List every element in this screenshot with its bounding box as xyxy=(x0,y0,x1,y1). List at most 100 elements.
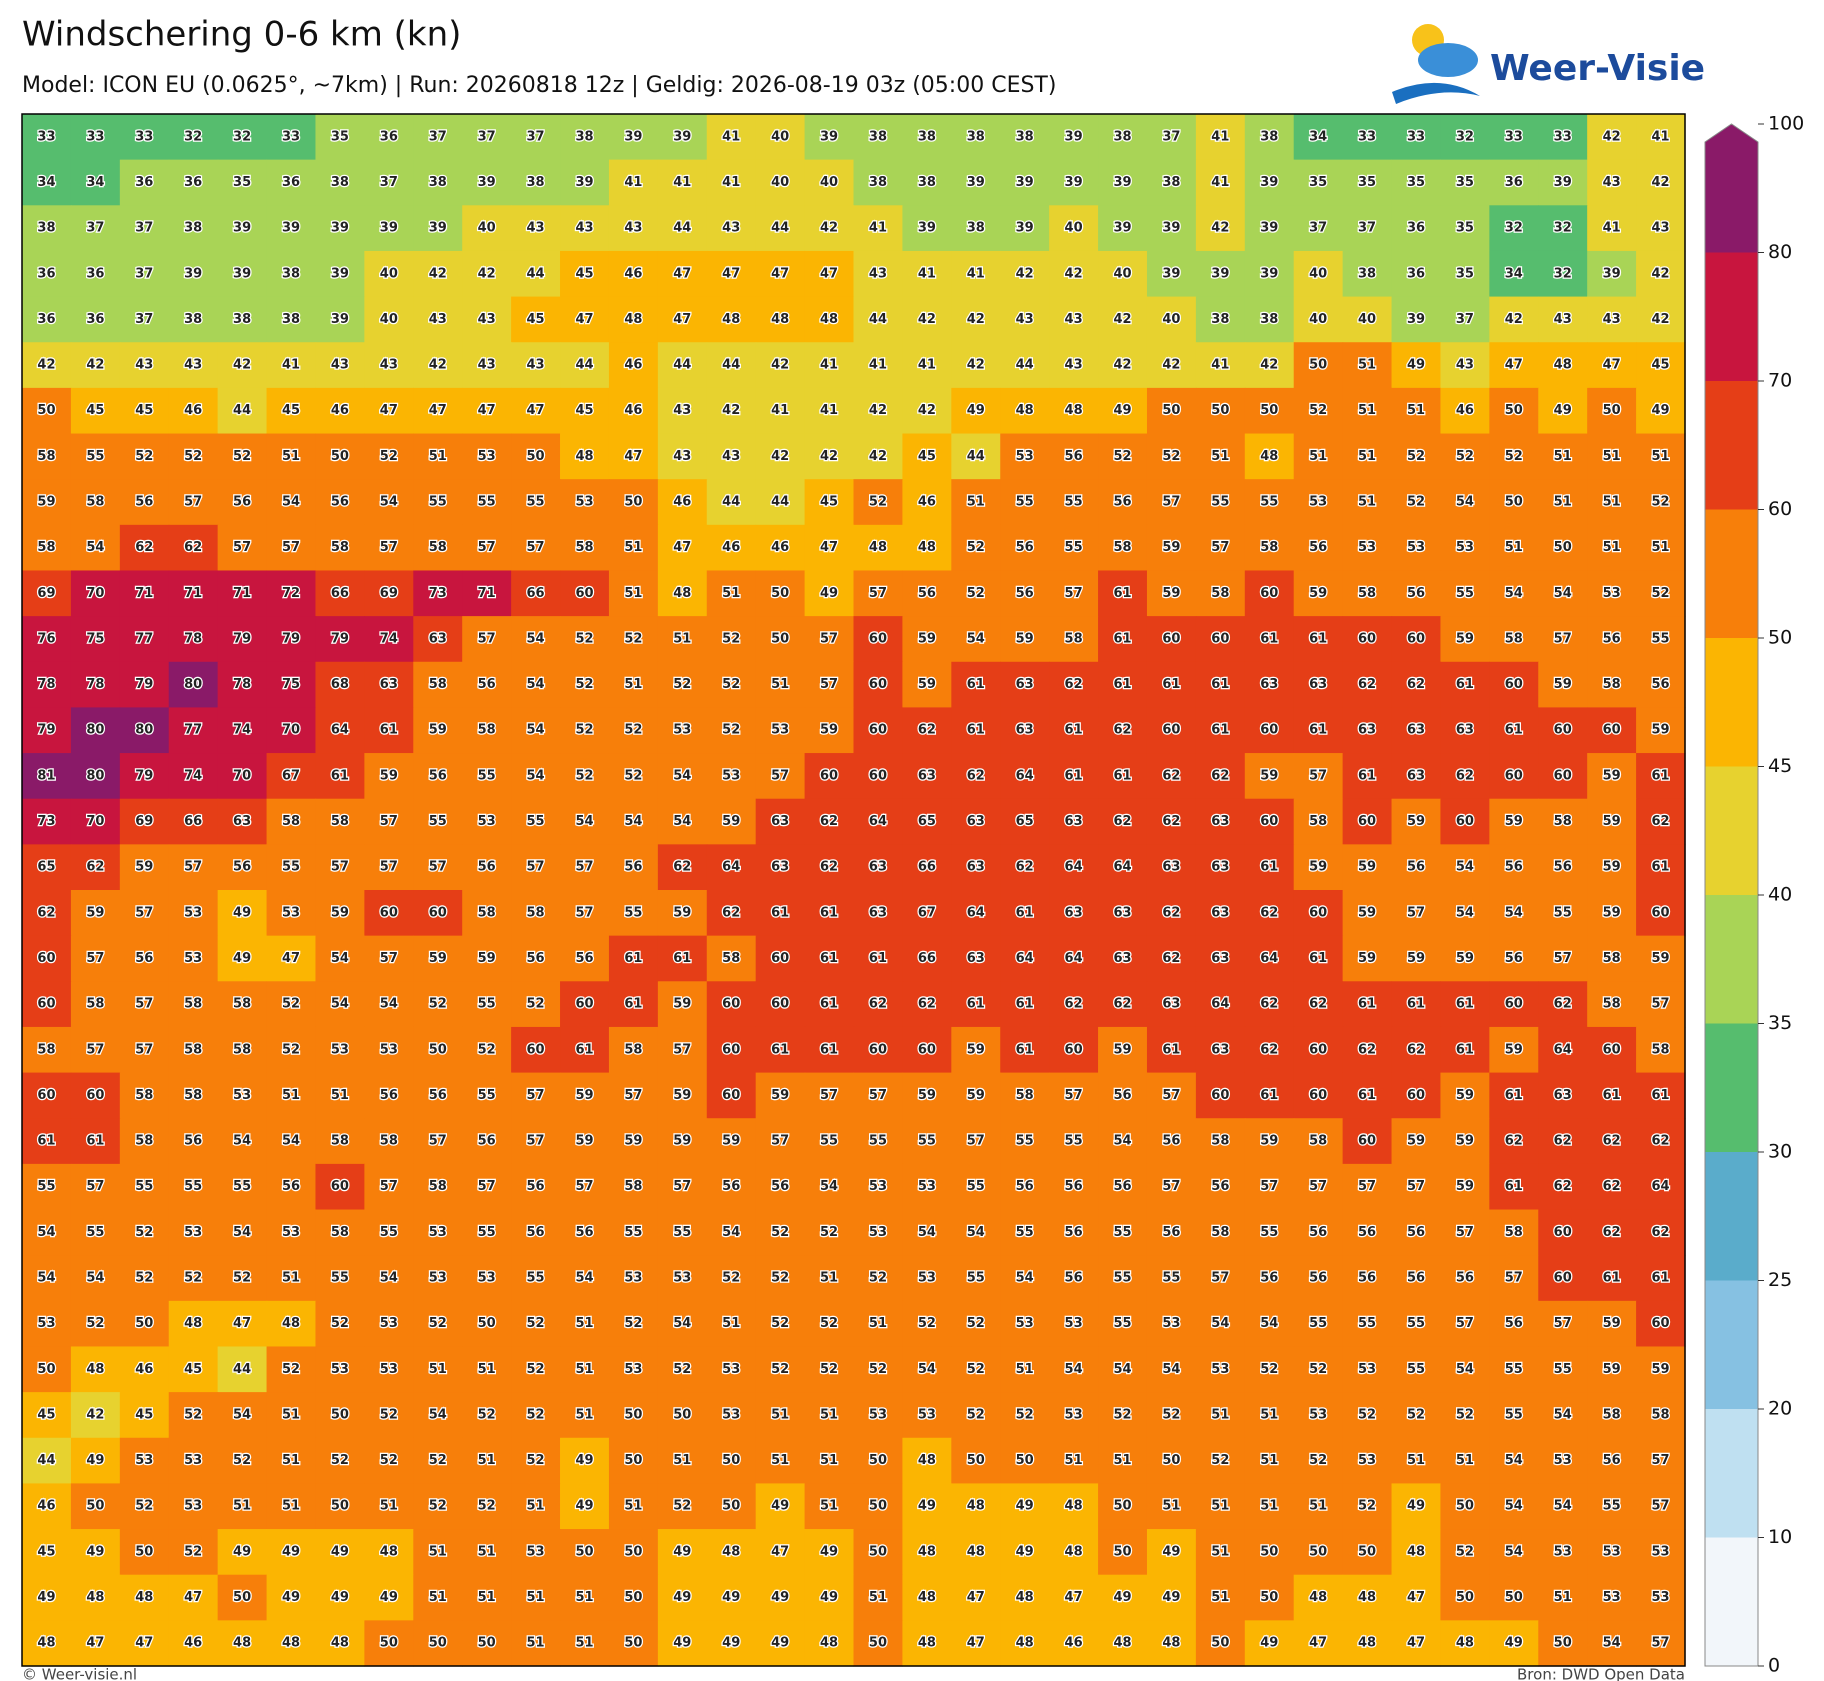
value-label: 62 xyxy=(673,860,691,875)
value-label: 51 xyxy=(575,1636,593,1651)
cell xyxy=(168,1026,219,1074)
cell xyxy=(1146,159,1197,206)
cell xyxy=(462,616,512,663)
cell xyxy=(1000,1026,1050,1074)
value-label: 62 xyxy=(820,814,838,829)
value-label: 49 xyxy=(1260,1636,1278,1651)
cell xyxy=(608,205,659,252)
value-label: 59 xyxy=(1651,723,1669,738)
cell xyxy=(608,1437,659,1485)
value-label: 51 xyxy=(820,1407,838,1422)
value-label: 53 xyxy=(918,1271,936,1286)
cell xyxy=(119,707,170,754)
value-label: 56 xyxy=(1505,860,1523,875)
colorbar-tick-label: 25 xyxy=(1768,1269,1792,1291)
cell xyxy=(1440,1392,1490,1439)
value-label: 56 xyxy=(1407,586,1425,601)
value-label: 54 xyxy=(673,814,691,829)
value-label: 53 xyxy=(869,1407,887,1422)
cell xyxy=(1195,570,1246,617)
cell xyxy=(1195,753,1246,800)
cell xyxy=(853,981,904,1028)
value-label: 55 xyxy=(1065,540,1083,555)
value-label: 61 xyxy=(1505,1179,1523,1194)
cell xyxy=(364,433,414,480)
cell xyxy=(804,1163,855,1211)
cell xyxy=(755,1026,806,1074)
value-label: 59 xyxy=(1162,540,1180,555)
value-label: 55 xyxy=(918,1134,936,1149)
value-label: 39 xyxy=(1016,175,1034,190)
cell xyxy=(364,1300,414,1348)
cell xyxy=(560,981,610,1028)
cell xyxy=(1538,479,1588,526)
cell xyxy=(657,844,708,891)
value-label: 53 xyxy=(1456,540,1474,555)
value-label: 43 xyxy=(673,449,691,464)
value-label: 51 xyxy=(820,1271,838,1286)
value-label: 48 xyxy=(918,1590,936,1605)
cell xyxy=(364,1346,414,1393)
cell xyxy=(1391,1255,1442,1302)
value-label: 61 xyxy=(1016,1042,1034,1057)
cell xyxy=(413,981,463,1028)
cell xyxy=(1244,616,1295,663)
value-label: 64 xyxy=(1260,951,1278,966)
cell xyxy=(70,1483,121,1530)
cell xyxy=(1244,1209,1295,1256)
value-label: 52 xyxy=(380,449,398,464)
value-label: 59 xyxy=(1162,586,1180,601)
cell xyxy=(902,661,952,709)
cell xyxy=(1489,1346,1539,1393)
value-label: 53 xyxy=(722,1407,740,1422)
value-label: 51 xyxy=(1505,540,1523,555)
cell xyxy=(1538,387,1588,435)
cell xyxy=(1000,890,1050,937)
cell xyxy=(70,570,121,617)
value-label: 54 xyxy=(331,951,349,966)
cell xyxy=(951,753,1001,800)
cell xyxy=(1391,296,1442,343)
value-label: 37 xyxy=(380,175,398,190)
value-label: 52 xyxy=(135,1499,153,1514)
value-label: 48 xyxy=(37,1636,55,1651)
value-label: 56 xyxy=(1016,586,1034,601)
value-label: 49 xyxy=(1554,403,1572,418)
value-label: 54 xyxy=(1505,1499,1523,1514)
value-label: 53 xyxy=(1407,540,1425,555)
value-label: 56 xyxy=(184,1134,202,1149)
value-label: 51 xyxy=(1358,403,1376,418)
value-label: 57 xyxy=(1407,905,1425,920)
value-label: 36 xyxy=(1407,221,1425,236)
cell xyxy=(22,1255,72,1302)
cell xyxy=(511,1300,561,1348)
cell xyxy=(315,1072,365,1119)
cell xyxy=(951,114,1001,161)
value-label: 38 xyxy=(869,175,887,190)
cell xyxy=(168,114,219,161)
cell xyxy=(266,342,317,389)
value-label: 39 xyxy=(1065,129,1083,144)
value-label: 56 xyxy=(135,495,153,510)
value-label: 45 xyxy=(86,403,104,418)
cell xyxy=(364,159,414,206)
value-label: 55 xyxy=(1065,495,1083,510)
cell xyxy=(1244,1620,1295,1667)
value-label: 52 xyxy=(722,1271,740,1286)
value-label: 41 xyxy=(820,403,838,418)
value-label: 51 xyxy=(1407,1453,1425,1468)
cell xyxy=(853,250,904,298)
cell xyxy=(70,159,121,206)
value-label: 61 xyxy=(820,905,838,920)
cell xyxy=(364,1392,414,1439)
cell xyxy=(804,661,855,709)
cell xyxy=(119,1437,170,1485)
cell xyxy=(1195,616,1246,663)
cell xyxy=(1000,753,1050,800)
cell xyxy=(951,205,1001,252)
value-label: 50 xyxy=(1456,1499,1474,1514)
cell xyxy=(902,296,952,343)
value-label: 62 xyxy=(1260,997,1278,1012)
value-label: 47 xyxy=(527,403,545,418)
value-label: 48 xyxy=(771,312,789,327)
